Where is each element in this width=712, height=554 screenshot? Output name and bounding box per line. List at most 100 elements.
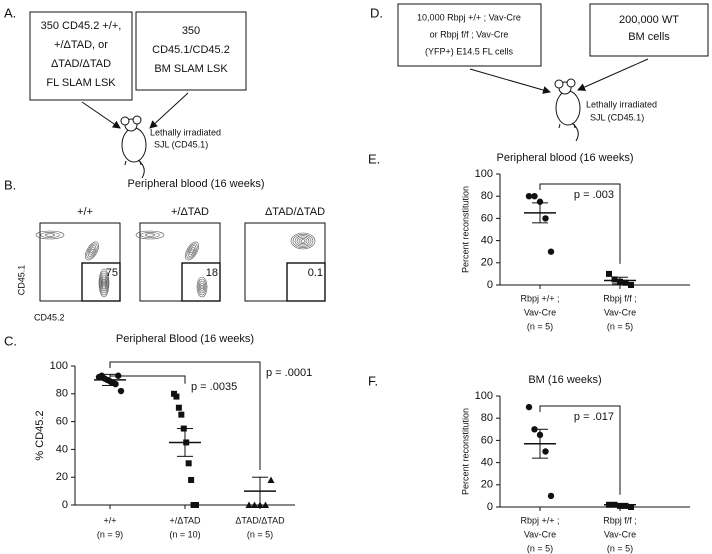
box-text: ΔTAD/ΔTAD bbox=[51, 58, 111, 70]
box-text: FL SLAM LSK bbox=[46, 77, 116, 89]
data-point bbox=[245, 501, 253, 508]
genotype-label: +/+ bbox=[77, 206, 93, 218]
recipient: Lethally irradiated bbox=[150, 127, 221, 137]
contour bbox=[290, 232, 316, 250]
y-tick-label: 100 bbox=[475, 390, 493, 402]
data-point bbox=[525, 403, 533, 411]
box-text: BM cells bbox=[628, 31, 670, 43]
contour bbox=[300, 239, 306, 243]
significance-bracket bbox=[539, 405, 621, 495]
n-label: (n = 5) bbox=[607, 321, 633, 331]
panel-b: B. Peripheral blood (16 weeks) CD45.1 CD… bbox=[4, 177, 326, 322]
box bbox=[29, 11, 133, 101]
y-tick-label: 40 bbox=[481, 457, 493, 469]
y-tick-label: 60 bbox=[56, 416, 68, 428]
data-point bbox=[531, 193, 538, 200]
contour bbox=[190, 248, 194, 254]
contours bbox=[35, 230, 110, 298]
box bbox=[397, 3, 542, 67]
contour bbox=[189, 247, 195, 255]
contour bbox=[186, 243, 198, 259]
n-label: (n = 5) bbox=[527, 321, 553, 331]
contour bbox=[98, 268, 110, 298]
recipient: Lethally irradiated bbox=[586, 99, 657, 109]
data-point bbox=[185, 460, 192, 467]
contour bbox=[187, 245, 197, 257]
contour bbox=[100, 272, 108, 294]
contour bbox=[35, 230, 65, 240]
arrow bbox=[149, 92, 189, 129]
x-tick-label: Rbpj f/f ; bbox=[603, 293, 637, 303]
contour bbox=[89, 247, 95, 255]
data-point bbox=[188, 476, 195, 483]
dot-chart: F. BM (16 weeks) Percent reconstitution 0 20… bbox=[368, 373, 690, 553]
contour bbox=[85, 241, 99, 261]
y-tick-label: 100 bbox=[475, 168, 493, 180]
panel-label: B. bbox=[4, 177, 16, 192]
flow-plot bbox=[39, 222, 121, 302]
p-value: p = .0035 bbox=[191, 381, 237, 393]
y-tick-label: 20 bbox=[481, 257, 493, 269]
data-point bbox=[547, 248, 555, 255]
data-point bbox=[525, 193, 533, 200]
contour bbox=[102, 280, 106, 286]
x-tick-label: +/ΔTAD bbox=[169, 515, 201, 525]
contour bbox=[198, 280, 206, 294]
contour bbox=[292, 234, 314, 248]
y-tick-label: 100 bbox=[50, 360, 68, 372]
contour bbox=[197, 278, 207, 296]
box-text: (YFP+) E14.5 FL cells bbox=[425, 46, 513, 56]
arrow bbox=[469, 68, 551, 94]
significance-bracket bbox=[539, 183, 621, 264]
data-point bbox=[267, 476, 275, 483]
significance-bracket bbox=[109, 375, 186, 384]
x-tick-sublabel: Vav-Cre bbox=[604, 529, 636, 539]
contours bbox=[135, 230, 208, 298]
y-axis-label: Percent reconstitution bbox=[460, 186, 470, 273]
chart-title: Peripheral blood (16 weeks) bbox=[497, 152, 634, 164]
panel-d: D. Lethally irradiated SJL (CD45.1) bbox=[370, 3, 709, 142]
gate bbox=[181, 262, 221, 302]
panel-label: A. bbox=[4, 5, 16, 20]
contour bbox=[99, 270, 109, 296]
y-tick-label: 20 bbox=[56, 471, 68, 483]
box-text: +/ΔTAD, or bbox=[54, 39, 108, 51]
contour bbox=[298, 238, 308, 244]
panel-label: C. bbox=[4, 333, 17, 348]
x-tick-label: +/+ bbox=[103, 515, 116, 525]
y-axis-label: % CD45.2 bbox=[34, 410, 46, 460]
data-point bbox=[178, 411, 185, 418]
recipient: SJL (CD45.1) bbox=[590, 112, 644, 122]
y-tick-label: 0 bbox=[62, 499, 68, 511]
contour bbox=[40, 232, 60, 238]
contour bbox=[101, 276, 107, 290]
y-tick-label: 80 bbox=[481, 412, 493, 424]
x-tick-sublabel: Vav-Cre bbox=[604, 307, 636, 317]
contours bbox=[290, 232, 316, 250]
box-text: or Rbpj f/f ; Vav-Cre bbox=[430, 29, 509, 39]
contour bbox=[185, 241, 199, 261]
contour bbox=[140, 232, 160, 238]
data-point bbox=[117, 387, 125, 395]
p-value: p = .017 bbox=[574, 411, 614, 423]
panel-label: D. bbox=[370, 5, 383, 20]
contour bbox=[100, 274, 108, 292]
y-tick-label: 20 bbox=[481, 479, 493, 491]
data-point bbox=[175, 404, 182, 411]
box-text: 10,000 Rbpj +/+ ; Vav-Cre bbox=[417, 12, 521, 22]
flow-plot bbox=[244, 222, 326, 302]
y-tick-label: 0 bbox=[487, 501, 493, 513]
y-tick-label: 80 bbox=[56, 388, 68, 400]
contour bbox=[90, 248, 94, 254]
n-label: (n = 5) bbox=[607, 543, 633, 553]
mouse-icon bbox=[554, 78, 581, 142]
p-value: p = .0001 bbox=[266, 367, 312, 379]
y-tick-label: 60 bbox=[481, 434, 493, 446]
data-point bbox=[611, 276, 618, 283]
gate bbox=[81, 262, 121, 302]
p-value: p = .003 bbox=[574, 189, 614, 201]
x-tick-label: Rbpj +/+ ; bbox=[520, 293, 559, 303]
contour bbox=[135, 230, 165, 240]
n-label: (n = 10) bbox=[169, 529, 200, 539]
contour bbox=[87, 245, 97, 257]
